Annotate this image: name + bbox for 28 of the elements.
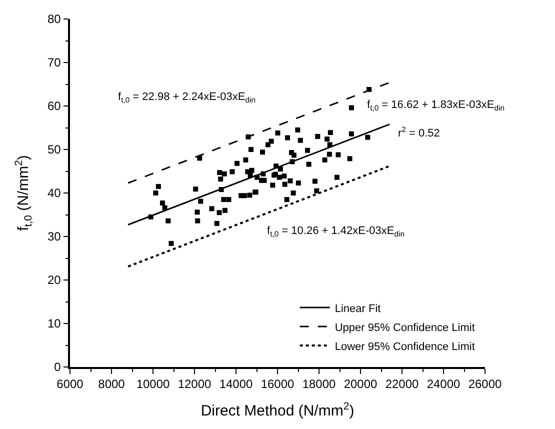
annotation: r$^{2}$ = 0.52: [398, 125, 440, 140]
x-axis-title: Direct Method (N/mm$^{2}$): [200, 400, 354, 420]
x-tick-label: 14000: [219, 377, 254, 392]
x-tick-label: 20000: [344, 377, 378, 392]
legend-label: Lower 95% Confidence Limit: [334, 340, 475, 353]
x-tick-label: 24000: [426, 377, 461, 392]
y-tick-label: 30: [47, 230, 62, 244]
x-tick-label: 26000: [468, 377, 502, 392]
x-tick-label: 22000: [385, 377, 420, 392]
y-tick-label: 60: [47, 99, 62, 114]
legend-label: Linear Fit: [334, 302, 381, 315]
x-tick-label: 10000: [136, 377, 170, 392]
x-tick-label: 18000: [302, 377, 336, 392]
x-tick-label: 16000: [260, 377, 295, 392]
annotation: f$_{t,0}$ = 16.62 + 1.83xE-03xE$_{din}$: [367, 99, 504, 112]
y-tick-label: 40: [47, 186, 62, 200]
y-tick-label: 20: [47, 273, 62, 288]
y-tick-label: 80: [47, 12, 62, 26]
y-tick-label: 0: [54, 360, 62, 374]
annotation: f$_{t,0}$ = 22.98 + 2.24xE-03xE$_{din}$: [118, 91, 256, 104]
legend-label: Upper 95% Confidence Limit: [334, 322, 475, 334]
x-tick-label: 6000: [56, 377, 84, 392]
annotation: f$_{t,0}$ = 10.26 + 1.42xE-03xE$_{din}$: [267, 225, 404, 238]
y-tick-label: 70: [47, 56, 62, 70]
x-tick-label: 12000: [178, 377, 212, 392]
y-tick-label: 50: [47, 142, 62, 157]
x-tick-label: 8000: [98, 377, 126, 392]
y-tick-label: 10: [47, 316, 62, 331]
